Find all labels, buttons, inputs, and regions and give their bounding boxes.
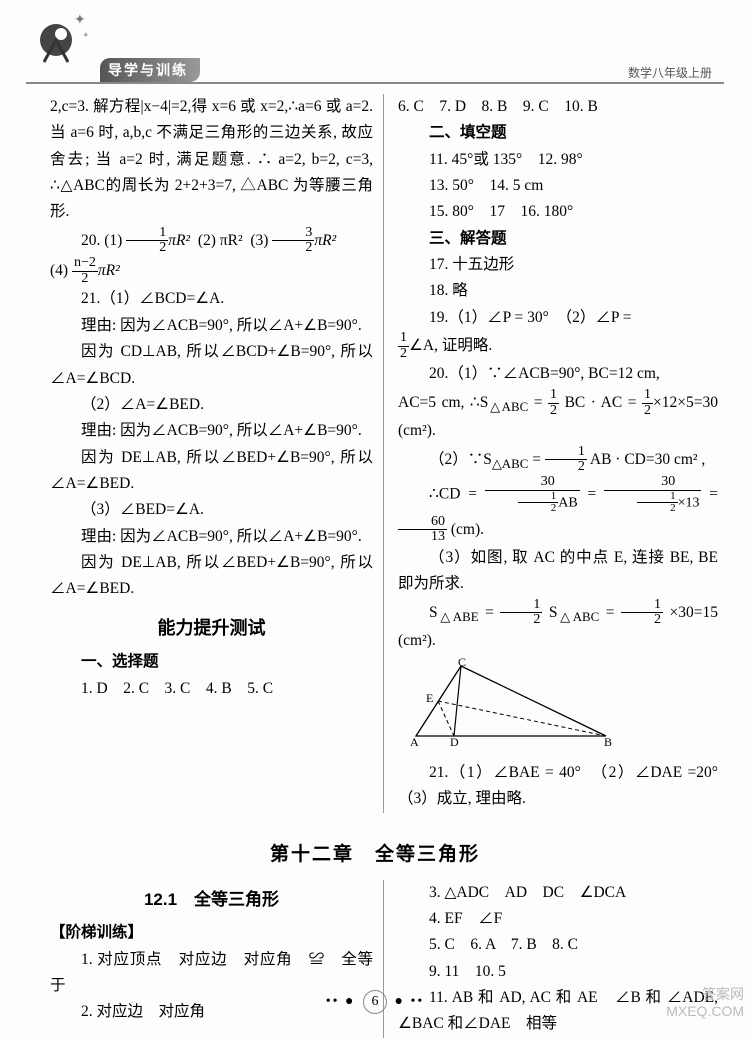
q21-2-reason-a: 理由: 因为∠ACB=90°, 所以∠A+∠B=90°. xyxy=(50,418,373,444)
q20: 20. (1) 12πR² (2) πR² (3) 32πR² xyxy=(50,226,373,256)
q17: 17. 十五边形 xyxy=(398,252,718,278)
q21-3: （3）∠BED=∠A. xyxy=(50,497,373,523)
fill-13-14: 13. 50° 14. 5 cm xyxy=(398,173,718,199)
label-A: A xyxy=(410,735,419,748)
q20-4: (4) n−22πR² xyxy=(50,256,373,286)
page-footer: •• ● 6 ● •• xyxy=(0,990,750,1014)
fill-heading: 二、填空题 xyxy=(398,120,718,146)
series-title: 导学与训练 xyxy=(108,64,188,79)
main-content: 2,c=3. 解方程|x−4|=2,得 x=6 或 x=2,∴a=6 或 a=2… xyxy=(0,84,750,813)
q19: 19.（1）∠P = 30° （2）∠P = xyxy=(398,305,718,331)
footer-dots-left: •• ● xyxy=(326,994,356,1009)
label-E: E xyxy=(426,691,433,705)
q-text: 2,c=3. 解方程|x−4|=2,得 x=6 或 x=2,∴a=6 或 a=2… xyxy=(50,94,373,226)
q21-1: 21.（1）∠BCD=∠A. xyxy=(50,286,373,312)
q21-1-reason-a: 理由: 因为∠ACB=90°, 所以∠A+∠B=90°. xyxy=(50,313,373,339)
ch-q5-8: 5. C 6. A 7. B 8. C xyxy=(398,932,718,958)
label-D: D xyxy=(450,735,459,748)
q20-1: 20.（1）∵∠ACB=90°, BC=12 cm, xyxy=(398,361,718,387)
q21-2: （2）∠A=∠BED. xyxy=(50,392,373,418)
ch-q3: 3. △ADC AD DC ∠DCA xyxy=(398,880,718,906)
frac-half: 12 xyxy=(126,226,168,256)
answer-heading: 三、解答题 xyxy=(398,226,718,252)
q21-right: 21.（1）∠BAE = 40° （2）∠DAE =20° （3）成立, 理由略… xyxy=(398,760,718,813)
ability-test-title: 能力提升测试 xyxy=(50,613,373,644)
page-header: ✦ ✦ 导学与训练 数学八年级上册 xyxy=(26,0,724,84)
left-column: 2,c=3. 解方程|x−4|=2,得 x=6 或 x=2,∴a=6 或 a=2… xyxy=(50,94,384,813)
choice-heading: 一、选择题 xyxy=(50,649,373,675)
q21-1-reason-b: 因为 CD⊥AB, 所以∠BCD+∠B=90°, 所以∠A=∠BCD. xyxy=(50,339,373,392)
fill-15-16: 15. 80° 17 16. 180° xyxy=(398,199,718,225)
ch-q9-10: 9. 11 10. 5 xyxy=(398,959,718,985)
series-logo: ✦ ✦ xyxy=(34,10,92,68)
watermark-line2: MXEQ.COM xyxy=(666,1003,744,1020)
ladder-training: 【阶梯训练】 xyxy=(50,920,373,946)
choice-6-10: 6. C 7. D 8. B 9. C 10. B xyxy=(398,94,718,120)
section-12-1-title: 12.1 全等三角形 xyxy=(50,886,373,915)
q21-3-reason-b: 因为 DE⊥AB, 所以∠BED+∠B=90°, 所以∠A=∠BED. xyxy=(50,550,373,603)
label-B: B xyxy=(604,735,612,748)
q20-3b: S△ABE = 12 S△ABC = 12 ×30=15 (cm²). xyxy=(398,598,718,655)
svg-text:✦: ✦ xyxy=(74,13,86,28)
q20-2b: ∴CD = 3012AB = 3012×13 = 6013 (cm). xyxy=(398,475,718,545)
q21-3-reason-a: 理由: 因为∠ACB=90°, 所以∠A+∠B=90°. xyxy=(50,524,373,550)
series-title-ribbon: 导学与训练 xyxy=(100,58,200,82)
q19-suffix: 12∠A, 证明略. xyxy=(398,331,718,361)
page-number: 6 xyxy=(363,990,387,1014)
watermark: 答案网 MXEQ.COM xyxy=(666,986,744,1020)
q20-2: （2）∵S△ABC = 12 AB · CD=30 cm² , xyxy=(398,445,718,475)
watermark-line1: 答案网 xyxy=(666,986,744,1003)
q20-1b: AC=5 cm, ∴S△ABC = 12 BC · AC = 12×12×5=3… xyxy=(398,388,718,445)
ch-q4: 4. EF ∠F xyxy=(398,906,718,932)
label-C: C xyxy=(458,658,466,669)
q21-2-reason-b: 因为 DE⊥AB, 所以∠BED+∠B=90°, 所以∠A=∠BED. xyxy=(50,445,373,498)
subject-label: 数学八年级上册 xyxy=(628,64,712,81)
chapter-title: 第十二章 全等三角形 xyxy=(0,839,750,866)
choice-1-5: 1. D 2. C 3. C 4. B 5. C xyxy=(50,676,373,702)
q20-3a: （3）如图, 取 AC 的中点 E, 连接 BE, BE 即为所求. xyxy=(398,545,718,598)
svg-text:✦: ✦ xyxy=(82,30,90,40)
right-column: 6. C 7. D 8. B 9. C 10. B 二、填空题 11. 45°或… xyxy=(384,94,718,813)
fill-11-12: 11. 45°或 135° 12. 98° xyxy=(398,147,718,173)
triangle-diagram: A D B C E xyxy=(406,658,616,748)
q18: 18. 略 xyxy=(398,278,718,304)
footer-dots-right: ● •• xyxy=(395,994,425,1009)
